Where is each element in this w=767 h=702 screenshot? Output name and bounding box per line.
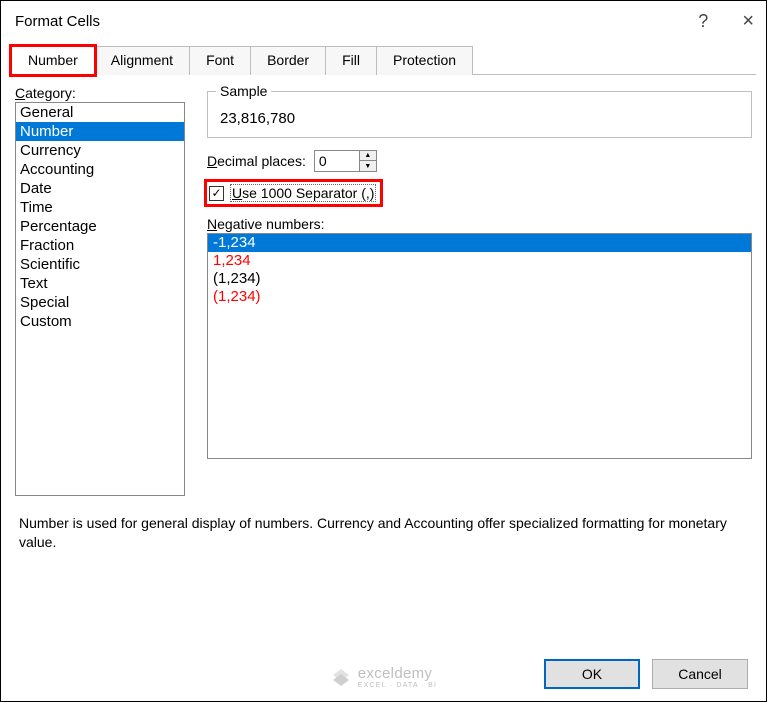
category-item[interactable]: Currency: [16, 141, 184, 160]
category-item[interactable]: Time: [16, 198, 184, 217]
negative-format-item[interactable]: 1,234: [208, 252, 751, 270]
dialog-title: Format Cells: [15, 13, 100, 30]
ok-button[interactable]: OK: [544, 659, 640, 689]
category-listbox[interactable]: GeneralNumberCurrencyAccountingDateTimeP…: [15, 102, 185, 496]
use-1000-separator-checkbox[interactable]: ✓ Use 1000 Separator (,): [207, 182, 380, 204]
help-icon[interactable]: ?: [698, 11, 708, 32]
tab-protection[interactable]: Protection: [376, 46, 473, 75]
use-1000-separator-label: Use 1000 Separator (,): [230, 184, 376, 202]
sample-value: 23,816,780: [218, 110, 741, 127]
negative-numbers-listbox[interactable]: -1,2341,234(1,234)(1,234): [207, 233, 752, 459]
sample-label: Sample: [216, 83, 271, 99]
spinner-down-icon[interactable]: ▼: [360, 161, 376, 171]
format-cells-dialog: Format Cells ? × NumberAlignmentFontBord…: [0, 0, 767, 702]
negative-format-item[interactable]: (1,234): [208, 288, 751, 306]
tab-font[interactable]: Font: [189, 46, 251, 75]
category-item[interactable]: Text: [16, 274, 184, 293]
category-item[interactable]: Custom: [16, 312, 184, 331]
decimal-places-label: Decimal places:: [207, 153, 306, 169]
category-item[interactable]: Percentage: [16, 217, 184, 236]
negative-format-item[interactable]: (1,234): [208, 270, 751, 288]
category-item[interactable]: Fraction: [16, 236, 184, 255]
category-label: Category:: [15, 85, 189, 101]
category-item[interactable]: Date: [16, 179, 184, 198]
negative-format-item[interactable]: -1,234: [208, 234, 751, 252]
spinner-up-icon[interactable]: ▲: [360, 151, 376, 161]
tab-fill[interactable]: Fill: [325, 46, 377, 75]
cancel-button[interactable]: Cancel: [652, 659, 748, 689]
category-item[interactable]: General: [16, 103, 184, 122]
tab-border[interactable]: Border: [250, 46, 326, 75]
tab-number[interactable]: Number: [11, 46, 95, 75]
decimal-places-input[interactable]: [314, 150, 360, 172]
decimal-places-spinner[interactable]: ▲ ▼: [314, 150, 377, 172]
negative-numbers-label: Negative numbers:: [207, 216, 752, 232]
category-item[interactable]: Scientific: [16, 255, 184, 274]
checkmark-icon: ✓: [209, 186, 224, 201]
tab-strip: NumberAlignmentFontBorderFillProtection: [11, 45, 756, 75]
tab-alignment[interactable]: Alignment: [94, 46, 190, 75]
close-icon[interactable]: ×: [742, 10, 754, 33]
category-description: Number is used for general display of nu…: [1, 496, 766, 552]
category-item[interactable]: Special: [16, 293, 184, 312]
titlebar: Format Cells ? ×: [1, 1, 766, 39]
category-item[interactable]: Number: [16, 122, 184, 141]
category-item[interactable]: Accounting: [16, 160, 184, 179]
sample-group: Sample 23,816,780: [207, 91, 752, 138]
